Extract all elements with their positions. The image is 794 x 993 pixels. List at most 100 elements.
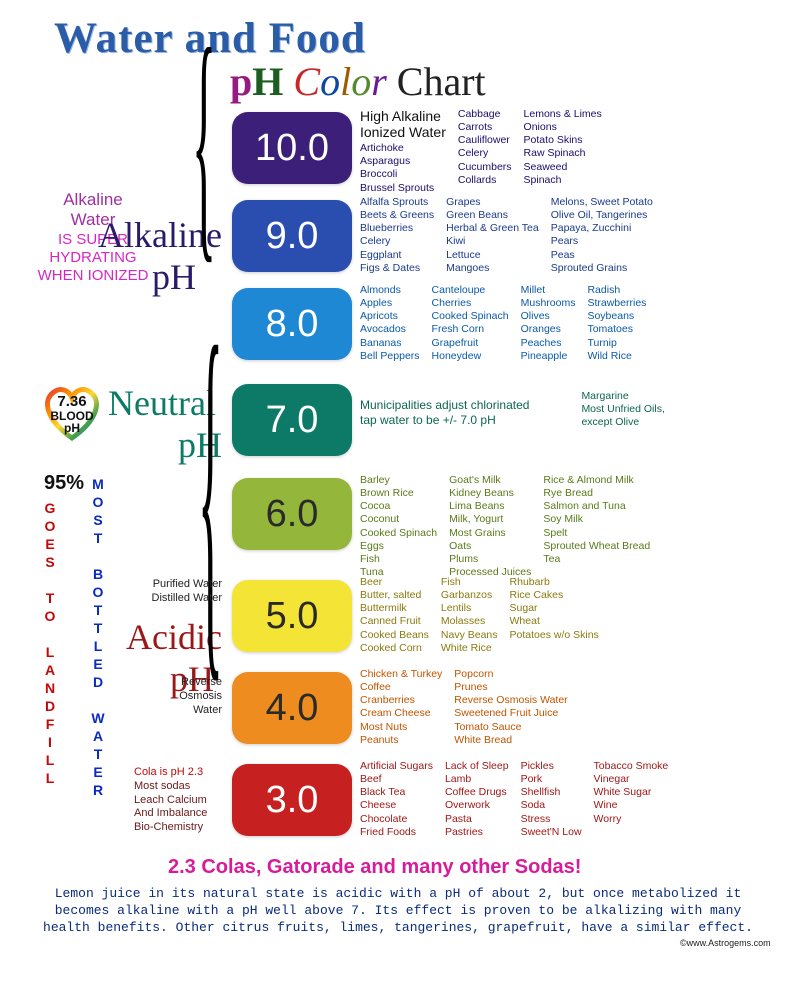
cola1: Cola is pH 2.3 (134, 766, 224, 780)
list-item: Goat's Milk (449, 474, 531, 487)
list-item: Apples (360, 297, 420, 310)
title2-p: p (230, 59, 252, 104)
list-item: Canned Fruit (360, 615, 429, 628)
list-item: Pineapple (521, 350, 576, 363)
alkaline-bracket: { (192, 0, 216, 290)
list-item: Tomatoes (587, 323, 646, 336)
list-item: Salmon and Tuna (543, 500, 650, 513)
foods-50: BeerButter, saltedButtermilkCanned Fruit… (360, 576, 599, 655)
list-item: Collards (458, 174, 512, 187)
distilled: Distilled Water (140, 592, 222, 606)
title2-h: H (252, 59, 283, 104)
list-item: Most Unfried Oils, (581, 403, 664, 416)
list-item: Barley (360, 474, 437, 487)
bottom-sodas-line: 2.3 Colas, Gatorade and many other Sodas… (168, 856, 581, 879)
title2-c1: C (293, 59, 320, 104)
list-item: Peanuts (360, 734, 442, 747)
list-item: Buttermilk (360, 602, 429, 615)
foods-70: Municipalities adjust chlorinated tap wa… (360, 380, 665, 429)
list-item: Cucumbers (458, 161, 512, 174)
list-item: Herbal & Green Tea (446, 222, 539, 235)
list-item: Alfalfa Sprouts (360, 196, 434, 209)
list-item: Wild Rice (587, 350, 646, 363)
list-item: Beef (360, 773, 433, 786)
list-item: Sugar (510, 602, 599, 615)
list-item: Soda (521, 799, 582, 812)
list-item: Fish (441, 576, 498, 589)
list-item: Olives (521, 310, 576, 323)
list-item: Green Beans (446, 209, 539, 222)
list-item: Sprouted Grains (551, 262, 653, 275)
ph-badge-30: 3.0 (232, 764, 352, 836)
purified-note: Purified Water Distilled Water (140, 578, 222, 606)
list-item: Lima Beans (449, 500, 531, 513)
list-item: Most Nuts (360, 721, 442, 734)
list-item: Pears (551, 235, 653, 248)
list-item: Bananas (360, 337, 420, 350)
list-item: Radish (587, 284, 646, 297)
cola2: Most sodas (134, 780, 224, 794)
list-item: Coffee (360, 681, 442, 694)
ph-badge-70: 7.0 (232, 384, 352, 456)
list-item: Lentils (441, 602, 498, 615)
list-item: Papaya, Zucchini (551, 222, 653, 235)
ph-badge-80: 8.0 (232, 288, 352, 360)
list-item: Asparagus (360, 155, 446, 168)
cola3: Leach Calcium (134, 794, 224, 808)
list-item: Rice Cakes (510, 589, 599, 602)
list-item: Bell Peppers (360, 350, 420, 363)
ro1: Reverse (158, 676, 222, 690)
list-item: Beets & Greens (360, 209, 434, 222)
list-item: Cranberries (360, 694, 442, 707)
list-item: Raw Spinach (524, 147, 602, 160)
list-item: Garbanzos (441, 589, 498, 602)
list-item: Potatoes w/o Skins (510, 629, 599, 642)
foods-60: BarleyBrown RiceCocoaCoconutCooked Spina… (360, 474, 650, 579)
vert-landfill: GOES TO LANDFILL (42, 500, 58, 788)
list-item: Lettuce (446, 249, 539, 262)
list-item: Worry (594, 813, 669, 826)
vert-bottled: MOST BOTTLED WATER (90, 476, 106, 800)
list-item: Avocados (360, 323, 420, 336)
list-item: Pasta (445, 813, 509, 826)
list-item: Lemons & Limes (524, 108, 602, 121)
list-item: Most Grains (449, 527, 531, 540)
list-item: White Rice (441, 642, 498, 655)
list-item: Plums (449, 553, 531, 566)
list-item: Brussel Sprouts (360, 182, 446, 195)
list-item: Apricots (360, 310, 420, 323)
list-item: Turnip (587, 337, 646, 350)
ph-badge-40: 4.0 (232, 672, 352, 744)
list-item: Grapefruit (432, 337, 509, 350)
list-item: Pork (521, 773, 582, 786)
list-item: Figs & Dates (360, 262, 434, 275)
list-item: Millet (521, 284, 576, 297)
foods-90: Alfalfa SproutsBeets & GreensBlueberries… (360, 196, 653, 275)
list-item: Spelt (543, 527, 650, 540)
ro3: Water (158, 704, 222, 718)
list-item: Artificial Sugars (360, 760, 433, 773)
list-item: Soy Milk (543, 513, 650, 526)
list-item: Reverse Osmosis Water (454, 694, 567, 707)
list-item: Prunes (454, 681, 567, 694)
list-item: Lamb (445, 773, 509, 786)
list-item: Navy Beans (441, 629, 498, 642)
purified: Purified Water (140, 578, 222, 592)
cola-note: Cola is pH 2.3 Most sodas Leach Calcium … (134, 766, 224, 835)
list-item: Black Tea (360, 786, 433, 799)
acidic-bracket: { (198, 267, 223, 727)
list-item: Carrots (458, 121, 512, 134)
list-item: Chicken & Turkey (360, 668, 442, 681)
ph-badge-60: 6.0 (232, 478, 352, 550)
list-item: Brown Rice (360, 487, 437, 500)
pct95: 95% (44, 472, 84, 495)
list-item: Tomato Sauce (454, 721, 567, 734)
ro2: Osmosis (158, 690, 222, 704)
cola4: And Imbalance (134, 807, 224, 821)
list-item: Mushrooms (521, 297, 576, 310)
list-item: Vinegar (594, 773, 669, 786)
list-item: Olive Oil, Tangerines (551, 209, 653, 222)
list-item: Grapes (446, 196, 539, 209)
list-item: Blueberries (360, 222, 434, 235)
list-item: Pickles (521, 760, 582, 773)
